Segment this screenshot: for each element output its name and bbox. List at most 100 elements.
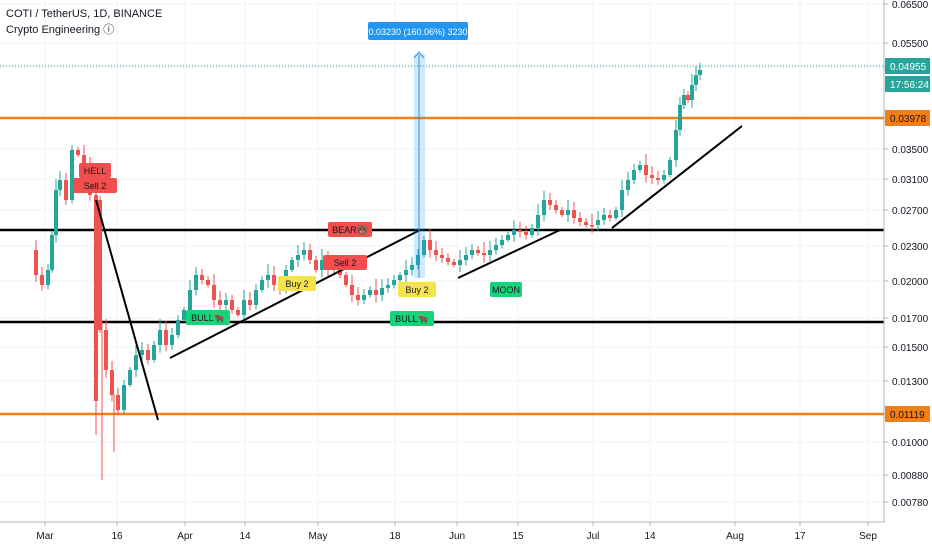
signal-label: BEAR🐻 bbox=[332, 224, 368, 235]
signal-label-bg bbox=[323, 255, 367, 270]
time-tick-label: Aug bbox=[726, 531, 744, 542]
countdown-badge-bg bbox=[885, 76, 930, 92]
candle-body bbox=[40, 275, 44, 285]
candle-body bbox=[212, 285, 216, 300]
price-tick-label: 0.00880 bbox=[892, 471, 929, 482]
candle-body bbox=[566, 210, 570, 215]
time-tick-label: Jul bbox=[587, 531, 600, 542]
measure-label: 0.03230 (160.06%) 3230 bbox=[368, 27, 467, 37]
candle-body bbox=[50, 235, 54, 270]
chart-title: COTI / TetherUS, 1D, BINANCE bbox=[6, 8, 163, 20]
candle-body bbox=[398, 275, 402, 280]
candle-body bbox=[236, 310, 240, 315]
signal-label: HELL bbox=[84, 166, 107, 176]
price-tick-label: 0.03500 bbox=[892, 145, 929, 156]
candle-body bbox=[548, 200, 552, 205]
candle-body bbox=[590, 225, 594, 227]
candle-body bbox=[224, 300, 228, 305]
signal-label: Sell 2 bbox=[84, 181, 107, 191]
price-tick-label: 0.01500 bbox=[892, 343, 929, 354]
candle-body bbox=[602, 215, 606, 220]
candle-body bbox=[554, 205, 558, 210]
candle-body bbox=[374, 290, 378, 295]
candle-body bbox=[104, 330, 108, 370]
candle-body bbox=[434, 250, 438, 255]
candle-body bbox=[344, 275, 348, 285]
measure-label-bg bbox=[368, 22, 468, 40]
candle-body bbox=[518, 230, 522, 232]
candle-body bbox=[620, 190, 624, 210]
candle-body bbox=[482, 253, 486, 255]
time-tick-label: Mar bbox=[36, 531, 54, 542]
candle-body bbox=[272, 275, 276, 285]
last-price-badge: 0.04955 bbox=[890, 62, 927, 73]
candle-body bbox=[128, 370, 132, 385]
signal-label-bg bbox=[398, 282, 436, 297]
candle-body bbox=[206, 280, 210, 285]
time-tick-label: 14 bbox=[644, 531, 656, 542]
candle-body bbox=[632, 170, 636, 180]
countdown-badge: 17:56:24 bbox=[890, 80, 929, 91]
time-tick-label: Apr bbox=[177, 531, 193, 542]
candle-body bbox=[626, 180, 630, 190]
price-tick-label: 0.02000 bbox=[892, 277, 929, 288]
price-tick-label: 0.00780 bbox=[892, 498, 929, 509]
signal-label-bg bbox=[73, 178, 117, 193]
signal-label: MOON bbox=[492, 285, 520, 295]
time-axis[interactable]: Mar 16 Apr 14 May 18 Jun 15 Jul 14 Aug 17 Sep bbox=[0, 521, 884, 542]
candle-body bbox=[668, 160, 672, 175]
candle-body bbox=[34, 250, 38, 275]
price-tick-label: 0.01700 bbox=[892, 314, 929, 325]
candle-body bbox=[82, 155, 86, 165]
candle-body bbox=[164, 330, 168, 345]
candle-body bbox=[296, 255, 300, 260]
candle-body bbox=[380, 288, 384, 295]
candle-body bbox=[608, 215, 612, 218]
signal-label: BULL🐂 bbox=[395, 314, 429, 324]
candle-body bbox=[200, 275, 204, 280]
signal-label-bg bbox=[390, 311, 434, 326]
signal-label: Sell 2 bbox=[334, 258, 357, 268]
candle-body bbox=[452, 262, 456, 265]
candle-body bbox=[506, 235, 510, 240]
indicator-name[interactable]: Crypto Engineering ⓘ bbox=[6, 24, 115, 36]
candle-body bbox=[404, 270, 408, 275]
trend-line bbox=[95, 199, 159, 421]
candle-body bbox=[158, 330, 162, 345]
candle-body bbox=[578, 218, 582, 222]
trend-line bbox=[457, 229, 561, 279]
candle-body bbox=[320, 260, 324, 270]
candle-body bbox=[54, 190, 58, 235]
candle-body bbox=[368, 290, 372, 295]
price-axis[interactable]: 0.065000.055000.045000.039000.035000.031… bbox=[883, 0, 932, 550]
candle-body bbox=[110, 370, 114, 395]
candle-body bbox=[70, 150, 74, 200]
candle-body bbox=[176, 320, 180, 335]
candle-body bbox=[678, 105, 682, 130]
candle-body bbox=[584, 222, 588, 225]
price-tick-label: 0.02700 bbox=[892, 206, 929, 217]
candle-body bbox=[230, 300, 234, 310]
candle-body bbox=[242, 300, 246, 315]
candle-body bbox=[94, 196, 98, 401]
candle-body bbox=[458, 260, 462, 265]
candle-body bbox=[182, 310, 186, 320]
candle-body bbox=[218, 300, 222, 305]
candle-body bbox=[76, 150, 80, 155]
candle-body bbox=[476, 250, 480, 253]
candle-body bbox=[314, 260, 318, 270]
candle-body bbox=[58, 180, 62, 190]
candle-body bbox=[488, 250, 492, 255]
candle-body bbox=[572, 210, 576, 218]
candle-body bbox=[530, 228, 534, 235]
candle-body bbox=[614, 210, 618, 218]
candle-body bbox=[356, 295, 360, 300]
candle-body bbox=[260, 280, 264, 290]
time-tick-label: 16 bbox=[111, 531, 123, 542]
candle-body bbox=[170, 335, 174, 345]
time-tick-label: Sep bbox=[859, 531, 877, 542]
candle-body bbox=[362, 295, 366, 300]
signals: HELL Sell 2 BEAR🐻 Sell 2 Buy 2 Buy 2 BULL🐂 BULL… bbox=[73, 163, 522, 326]
